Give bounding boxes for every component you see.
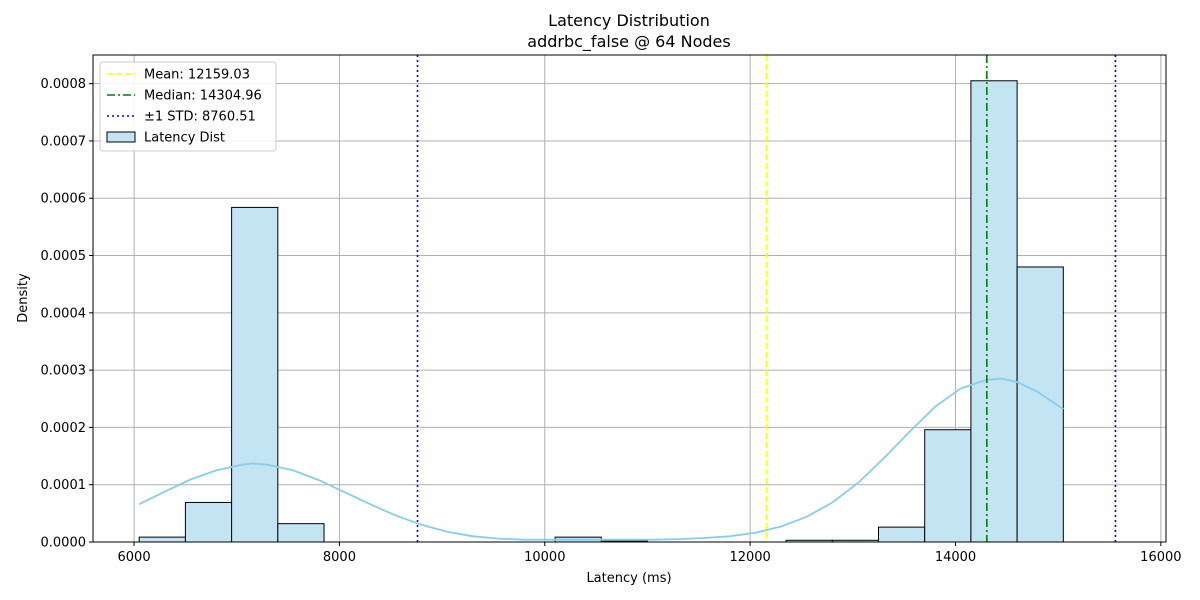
x-tick-label: 16000 bbox=[1140, 550, 1181, 565]
y-tick-label: 0.0008 bbox=[41, 77, 87, 92]
kde-curve bbox=[138, 377, 1064, 541]
histogram-bar bbox=[924, 429, 972, 543]
reference-lines bbox=[416, 55, 1117, 542]
y-tick-label: 0.0003 bbox=[41, 364, 87, 379]
chart-subtitle: addrbc_false @ 64 Nodes bbox=[527, 32, 730, 52]
x-tick-label: 6000 bbox=[118, 550, 151, 565]
histogram-bar bbox=[877, 526, 926, 543]
histogram-bar bbox=[231, 206, 279, 543]
histogram-bar bbox=[138, 536, 186, 543]
y-tick-label: 0.0007 bbox=[41, 134, 87, 149]
x-tick-label: 10000 bbox=[524, 550, 565, 565]
histogram-bars bbox=[138, 80, 1064, 543]
legend-label: Median: 14304.96 bbox=[144, 89, 262, 104]
kde-curve-group bbox=[138, 377, 1064, 541]
x-tick-label: 12000 bbox=[729, 550, 770, 565]
y-tick-label: 0.0002 bbox=[41, 421, 87, 436]
histogram-bar bbox=[277, 523, 325, 543]
chart-title: Latency Distribution bbox=[548, 11, 710, 30]
y-tick-label: 0.0001 bbox=[41, 478, 87, 493]
x-tick-label: 8000 bbox=[323, 550, 356, 565]
y-tick-label: 0.0006 bbox=[41, 192, 87, 207]
legend-box bbox=[99, 61, 277, 152]
legend: Mean: 12159.03 Median: 14304.96 ±1 STD: 87… bbox=[99, 61, 277, 152]
legend-swatch bbox=[106, 131, 136, 143]
legend-label: Latency Dist bbox=[144, 131, 225, 146]
y-tick-label: 0.0004 bbox=[41, 306, 87, 321]
legend-label: Mean: 12159.03 bbox=[144, 68, 250, 83]
axis-ticks: 6000 8000 10000 12000 14000 16000 0.0000 0.0001… bbox=[41, 77, 1182, 565]
x-axis-label: Latency (ms) bbox=[586, 571, 671, 586]
x-tick-label: 14000 bbox=[935, 550, 976, 565]
y-axis-label: Density bbox=[16, 273, 31, 323]
histogram-bar bbox=[184, 501, 233, 543]
plot-frame bbox=[92, 54, 1167, 543]
legend-label: ±1 STD: 8760.51 bbox=[144, 110, 256, 125]
y-tick-label: 0.0000 bbox=[41, 536, 87, 551]
histogram-bar bbox=[970, 80, 1018, 543]
y-tick-label: 0.0005 bbox=[41, 249, 87, 264]
